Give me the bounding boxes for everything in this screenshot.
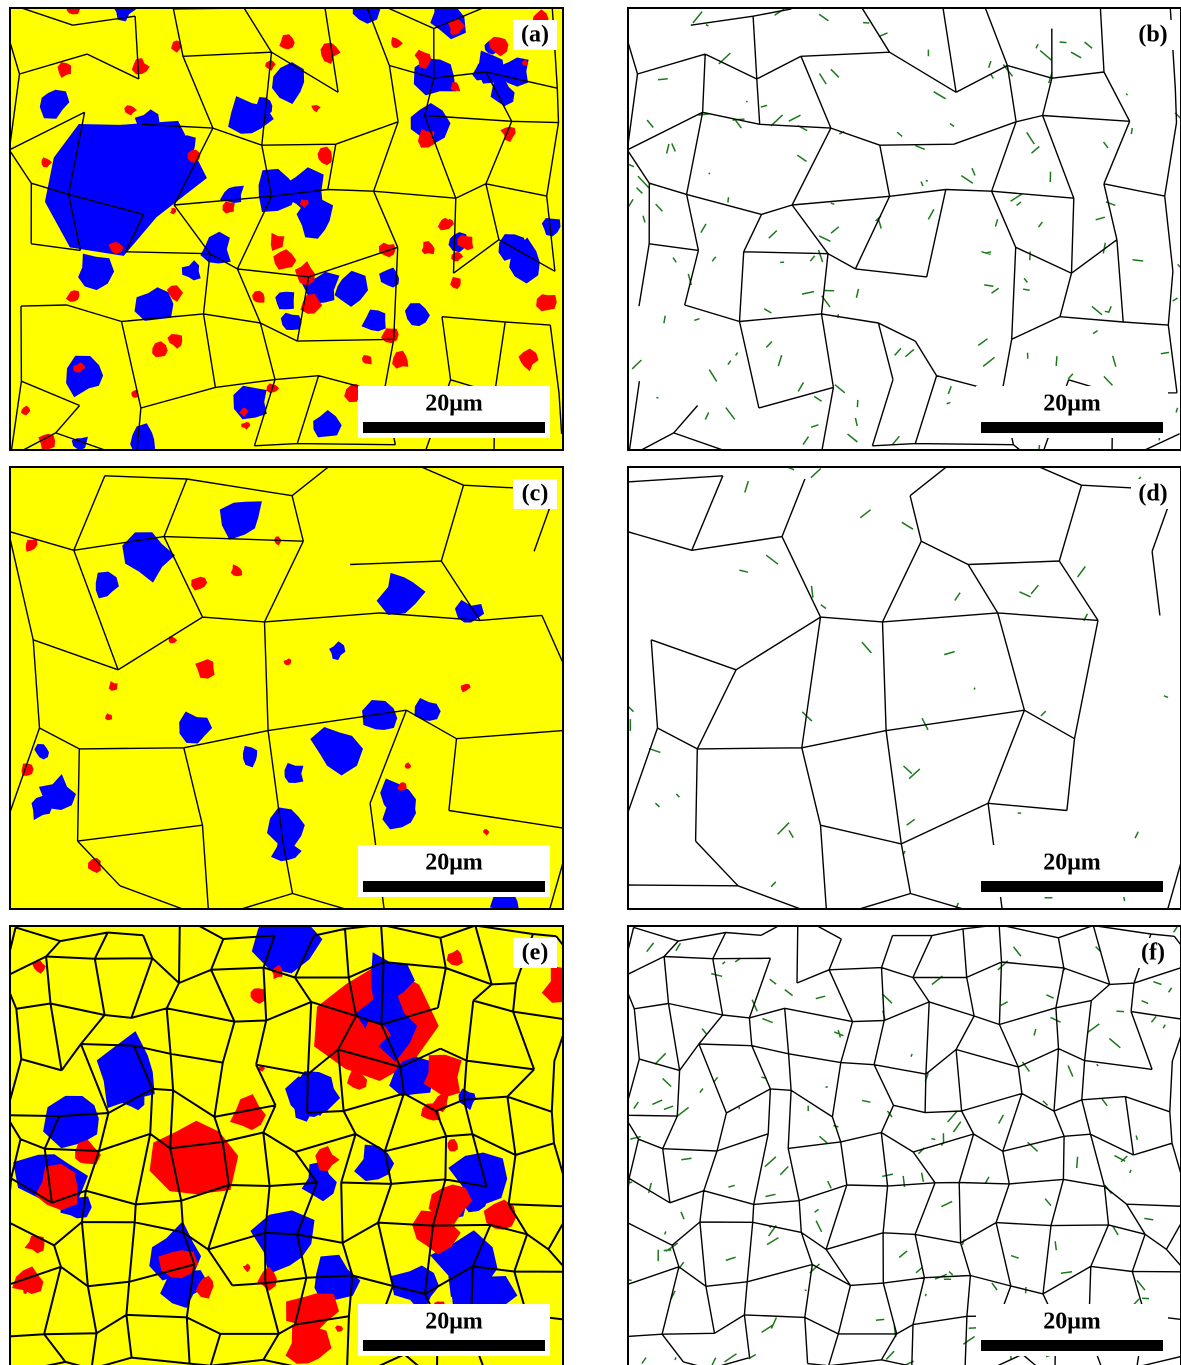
- scale-text: 20μm: [1043, 1309, 1101, 1335]
- phase-region: [536, 294, 557, 311]
- scale-text: 20μm: [1043, 850, 1101, 876]
- scale-text: 20μm: [425, 391, 483, 417]
- scale-text: 20μm: [425, 850, 483, 876]
- scale-bar: [363, 881, 545, 892]
- panel: [617, 915, 1181, 1365]
- map-background: [628, 8, 1181, 450]
- scale-bar: [981, 881, 1163, 892]
- panel-label: (f): [1141, 940, 1165, 966]
- scale-text: 20μm: [425, 1309, 483, 1335]
- panel-label: (a): [521, 22, 549, 48]
- phase-region: [285, 763, 304, 783]
- panel-label: (c): [522, 481, 549, 507]
- panel-label: (b): [1138, 22, 1167, 48]
- scale-bar: [363, 1340, 545, 1351]
- panel-label: (e): [522, 940, 549, 966]
- panel: [0, 903, 583, 1365]
- map-background: [628, 926, 1181, 1365]
- scale-bar: [981, 422, 1163, 433]
- scale-text: 20μm: [1043, 391, 1101, 417]
- scale-bar: [981, 1340, 1163, 1351]
- panel-label: (d): [1138, 481, 1167, 507]
- scale-bar: [363, 422, 545, 433]
- figure: (a) 20μm (b) 20μm (c) 20μm (d) 20μm (e) 20μm (f) 20…: [0, 0, 1181, 1365]
- phase-region: [233, 386, 266, 420]
